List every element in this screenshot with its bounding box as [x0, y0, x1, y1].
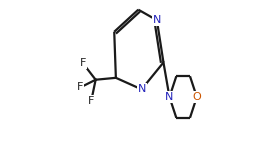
Text: O: O — [192, 92, 201, 102]
Text: F: F — [88, 96, 94, 106]
Text: N: N — [153, 15, 161, 25]
Text: F: F — [77, 82, 84, 92]
Text: F: F — [80, 58, 86, 68]
Text: N: N — [165, 92, 174, 102]
Text: N: N — [138, 84, 146, 94]
